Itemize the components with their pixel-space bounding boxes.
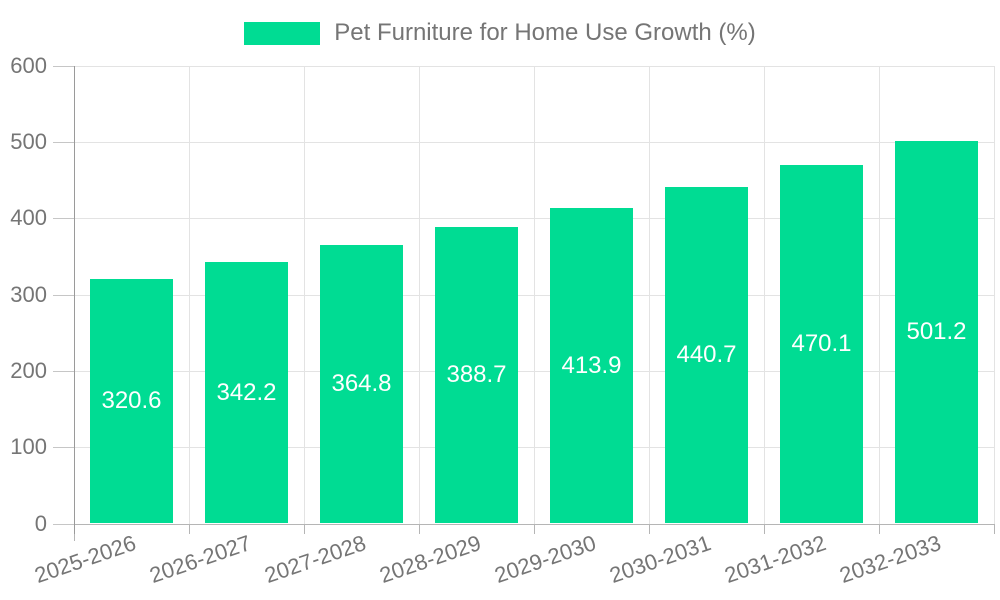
y-axis-tick bbox=[53, 294, 74, 296]
x-axis-tick bbox=[764, 523, 765, 534]
bar bbox=[435, 226, 518, 524]
y-axis-tick bbox=[53, 523, 74, 525]
bar-value-label: 470.1 bbox=[791, 330, 852, 358]
legend-label: Pet Furniture for Home Use Growth (%) bbox=[334, 19, 756, 46]
x-axis-tick bbox=[534, 523, 535, 534]
gridline bbox=[649, 65, 650, 524]
bar bbox=[205, 262, 288, 524]
x-axis-tick bbox=[189, 523, 190, 534]
bar bbox=[780, 164, 863, 524]
x-tick-label: 2025-2026 bbox=[31, 530, 140, 588]
bar bbox=[90, 278, 173, 524]
bar-value-label: 320.6 bbox=[101, 387, 162, 415]
gridline bbox=[419, 65, 420, 524]
gridline bbox=[534, 65, 535, 524]
y-axis-tick bbox=[53, 447, 74, 449]
x-axis-line bbox=[74, 523, 994, 525]
x-tick-label: 2028-2029 bbox=[376, 530, 485, 588]
x-tick-label: 2026-2027 bbox=[146, 530, 255, 588]
y-axis-tick bbox=[53, 141, 74, 143]
x-axis-tick bbox=[994, 523, 995, 534]
x-tick-label: 2027-2028 bbox=[261, 530, 370, 588]
y-axis-line bbox=[74, 65, 75, 534]
gridline bbox=[994, 65, 995, 524]
bar-value-label: 342.2 bbox=[216, 378, 277, 406]
y-tick-label: 600 bbox=[10, 52, 47, 78]
y-axis-tick bbox=[53, 65, 74, 67]
x-tick-label: 2029-2030 bbox=[491, 530, 600, 588]
y-tick-label: 300 bbox=[10, 281, 47, 307]
x-axis-tick bbox=[419, 523, 420, 534]
gridline bbox=[189, 65, 190, 524]
x-tick-label: 2031-2032 bbox=[721, 530, 830, 588]
gridline bbox=[879, 65, 880, 524]
bar bbox=[665, 187, 748, 524]
gridline bbox=[304, 65, 305, 524]
bar-value-label: 501.2 bbox=[906, 318, 967, 346]
x-tick-label: 2032-2033 bbox=[836, 530, 945, 588]
chart-legend: Pet Furniture for Home Use Growth (%) bbox=[0, 19, 1000, 47]
y-tick-label: 100 bbox=[10, 434, 47, 460]
x-axis-tick bbox=[649, 523, 650, 534]
y-tick-label: 0 bbox=[34, 510, 47, 536]
bar-value-label: 440.7 bbox=[676, 341, 737, 369]
x-tick-label: 2030-2031 bbox=[606, 530, 715, 588]
bar bbox=[550, 207, 633, 524]
bar bbox=[895, 140, 978, 524]
y-tick-label: 400 bbox=[10, 205, 47, 231]
y-axis-tick bbox=[53, 218, 74, 220]
y-tick-label: 200 bbox=[10, 357, 47, 383]
legend-swatch bbox=[244, 21, 321, 45]
bar bbox=[320, 245, 403, 524]
bar-value-label: 388.7 bbox=[446, 361, 507, 389]
y-axis-tick bbox=[53, 370, 74, 372]
x-axis-tick bbox=[879, 523, 880, 534]
bar-value-label: 413.9 bbox=[561, 351, 622, 379]
gridline bbox=[764, 65, 765, 524]
y-tick-label: 500 bbox=[10, 128, 47, 154]
x-axis-tick bbox=[304, 523, 305, 534]
bar-value-label: 364.8 bbox=[331, 370, 392, 398]
